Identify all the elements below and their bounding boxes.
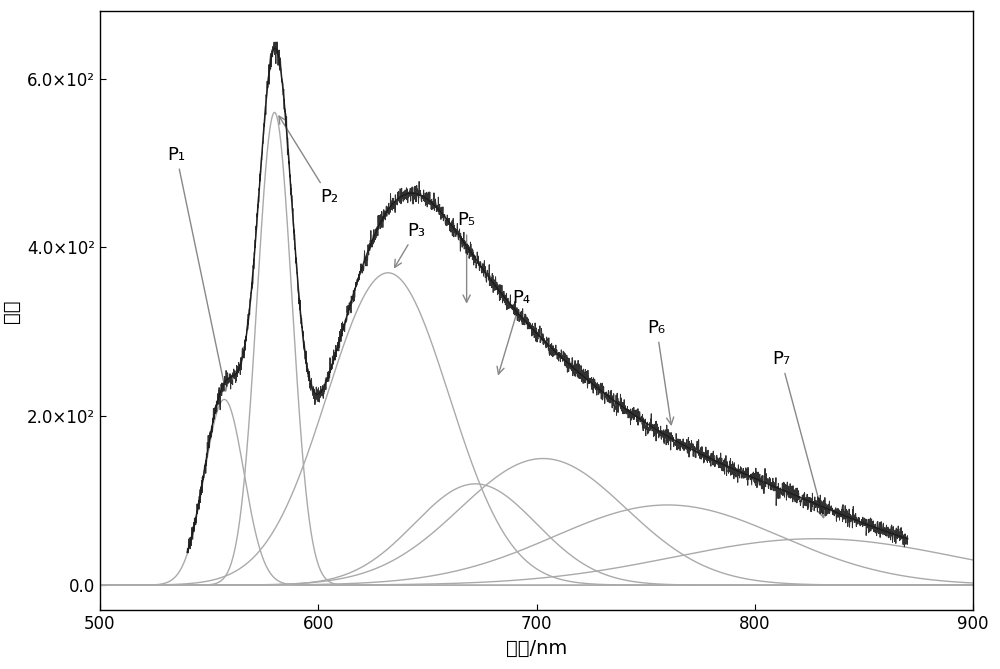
Text: P₇: P₇ xyxy=(772,350,825,518)
Text: P₂: P₂ xyxy=(279,116,338,206)
Text: P₁: P₁ xyxy=(167,146,228,391)
Text: P₄: P₄ xyxy=(497,289,530,374)
Text: P₆: P₆ xyxy=(648,318,674,425)
Text: P₃: P₃ xyxy=(395,221,425,268)
Text: P₅: P₅ xyxy=(458,211,476,302)
Y-axis label: 峰强: 峰强 xyxy=(2,299,21,322)
X-axis label: 波长/nm: 波长/nm xyxy=(506,639,567,658)
